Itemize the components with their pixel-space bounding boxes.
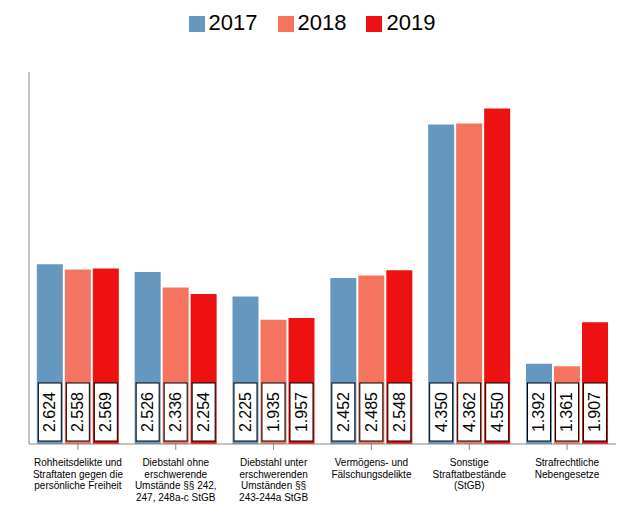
html-text:2017: 2017 xyxy=(208,10,258,35)
svg-text:2.254: 2.254 xyxy=(195,392,212,432)
svg-text:2.485: 2.485 xyxy=(363,392,380,432)
svg-text:SonstigeStraftatbestände(StGB): SonstigeStraftatbestände(StGB) xyxy=(433,457,507,491)
svg-text:1.907: 1.907 xyxy=(586,392,603,432)
svg-text:Diebstahl ohneerschwerendeUmst: Diebstahl ohneerschwerendeUmstände §§ 24… xyxy=(135,457,217,503)
svg-text:Rohheitsdelikte undStraftaten: Rohheitsdelikte undStraftaten gegen diep… xyxy=(33,457,124,491)
html-text:2019: 2019 xyxy=(386,10,436,35)
svg-text:2.624: 2.624 xyxy=(41,392,58,432)
html-text:2018: 2018 xyxy=(297,10,347,35)
svg-text:1.935: 1.935 xyxy=(265,392,282,432)
svg-text:Diebstahl untererschwerendenUm: Diebstahl untererschwerendenUmständen §§… xyxy=(239,457,308,503)
svg-text:2.336: 2.336 xyxy=(167,392,184,432)
svg-text:StrafrechtlicheNebengesetze: StrafrechtlicheNebengesetze xyxy=(535,457,600,480)
svg-text:2.558: 2.558 xyxy=(69,392,86,432)
svg-text:2.526: 2.526 xyxy=(139,392,156,432)
svg-text:1.392: 1.392 xyxy=(530,392,547,432)
svg-text:2.225: 2.225 xyxy=(237,392,254,432)
svg-text:4.362: 4.362 xyxy=(461,392,478,432)
svg-text:Vermögens- undFälschungsdelikt: Vermögens- undFälschungsdelikte xyxy=(331,457,411,480)
svg-text:1.361: 1.361 xyxy=(558,392,575,432)
svg-text:2.452: 2.452 xyxy=(335,392,352,432)
svg-text:4.550: 4.550 xyxy=(489,392,506,432)
svg-text:2.569: 2.569 xyxy=(97,392,114,432)
svg-text:1.957: 1.957 xyxy=(293,392,310,432)
svg-text:4.350: 4.350 xyxy=(433,392,450,432)
svg-text:2.548: 2.548 xyxy=(391,392,408,432)
